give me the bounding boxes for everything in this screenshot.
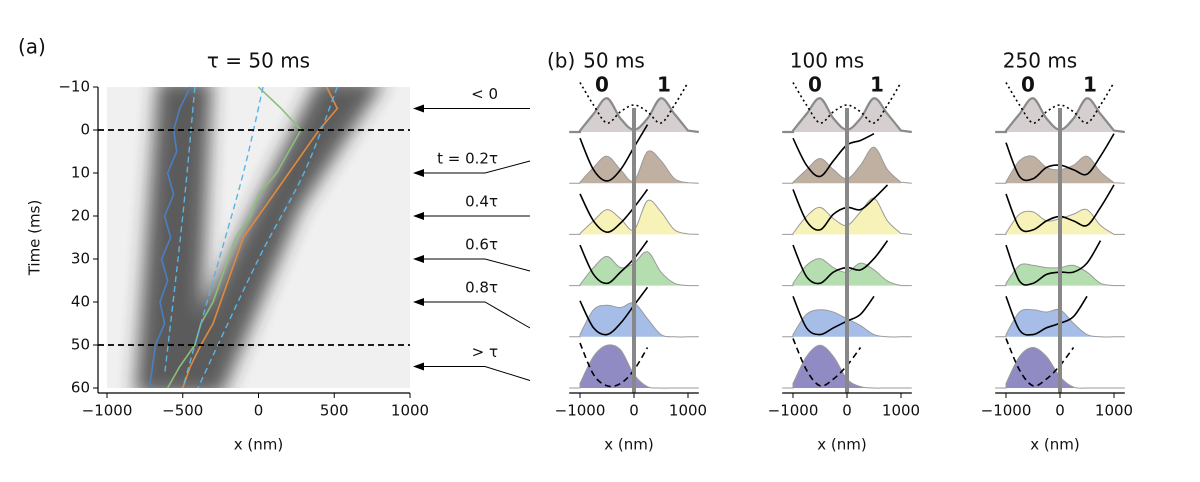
potential-curve bbox=[792, 132, 875, 178]
chart-title: τ = 50 ms bbox=[207, 49, 310, 73]
potential-curve bbox=[792, 295, 875, 336]
annotation-label: 0.4τ bbox=[465, 193, 498, 211]
arrow-head bbox=[413, 298, 424, 306]
arrow-head bbox=[413, 255, 424, 263]
x-tick-label: 0 bbox=[629, 402, 639, 420]
annotation-arrow bbox=[420, 160, 531, 174]
potential-curve bbox=[1005, 82, 1115, 124]
chart-title: 50 ms bbox=[583, 49, 645, 73]
arrow-head bbox=[413, 212, 424, 220]
arrow-head bbox=[413, 169, 424, 177]
panel-label: (a) bbox=[18, 35, 46, 59]
density-fill bbox=[569, 200, 699, 235]
x-tick-label: 1000 bbox=[391, 402, 429, 420]
y-tick-label: −10 bbox=[58, 78, 90, 96]
density-fill bbox=[569, 344, 699, 389]
density-fill bbox=[995, 347, 1125, 389]
trace bbox=[163, 86, 196, 376]
density-fill bbox=[995, 155, 1125, 184]
state-label: 0 bbox=[1021, 73, 1035, 97]
y-tick-label: 60 bbox=[71, 379, 90, 397]
x-axis-label: x (nm) bbox=[234, 436, 283, 454]
density-fill bbox=[782, 198, 912, 235]
x-tick-label: −1000 bbox=[555, 402, 606, 420]
x-axis-label: x (nm) bbox=[1030, 436, 1079, 454]
state-label: 0 bbox=[595, 73, 609, 97]
density-fill bbox=[569, 98, 699, 132]
density-heatmap bbox=[107, 87, 410, 388]
panel-label: (b) bbox=[547, 49, 575, 73]
y-tick-label: 20 bbox=[71, 207, 90, 225]
x-axis-label: x (nm) bbox=[604, 436, 653, 454]
y-axis-label: Time (ms) bbox=[26, 200, 44, 277]
annotation-arrow bbox=[420, 301, 531, 329]
y-tick-label: 10 bbox=[71, 164, 90, 182]
x-tick-label: 1000 bbox=[669, 402, 707, 420]
potential-curve bbox=[792, 240, 889, 285]
x-tick-label: −500 bbox=[162, 402, 203, 420]
state-label: 1 bbox=[657, 73, 671, 97]
x-tick-label: 1000 bbox=[882, 402, 920, 420]
y-tick-label: 50 bbox=[71, 336, 90, 354]
x-tick-label: −1000 bbox=[768, 402, 819, 420]
y-tick-label: 30 bbox=[71, 250, 90, 268]
trace bbox=[166, 86, 302, 389]
y-tick-label: 40 bbox=[71, 293, 90, 311]
potential-curve bbox=[1005, 240, 1102, 286]
annotation-label: < 0 bbox=[471, 85, 498, 103]
x-tick-label: −1000 bbox=[82, 402, 133, 420]
state-label: 1 bbox=[1083, 73, 1097, 97]
trace bbox=[148, 86, 192, 389]
potential-curve bbox=[792, 82, 902, 124]
density-fill bbox=[995, 98, 1125, 132]
annotation-label: > τ bbox=[472, 343, 498, 361]
x-tick-label: 0 bbox=[1055, 402, 1065, 420]
arrow-head bbox=[413, 362, 424, 371]
arrow-head bbox=[413, 104, 424, 113]
potential-curve bbox=[579, 342, 649, 388]
potential-curve bbox=[579, 82, 689, 124]
chart-title: 100 ms bbox=[790, 49, 864, 73]
x-tick-label: −1000 bbox=[981, 402, 1032, 420]
x-axis-label: x (nm) bbox=[817, 436, 866, 454]
state-label: 0 bbox=[808, 73, 822, 97]
annotation-label: 0.6τ bbox=[465, 236, 498, 254]
x-tick-label: 0 bbox=[842, 402, 852, 420]
trace bbox=[197, 86, 338, 389]
x-tick-label: 1000 bbox=[1095, 402, 1133, 420]
density-fill bbox=[782, 258, 912, 286]
potential-curve bbox=[1005, 295, 1088, 336]
trace bbox=[182, 86, 264, 389]
chart-title: 250 ms bbox=[1003, 49, 1077, 73]
annotation-label: t = 0.2τ bbox=[437, 150, 498, 168]
potential-curve bbox=[792, 184, 889, 231]
trace bbox=[181, 86, 339, 389]
annotation-label: 0.8τ bbox=[465, 279, 498, 297]
density-fill bbox=[782, 98, 912, 132]
x-tick-label: 500 bbox=[320, 402, 349, 420]
density-fill bbox=[782, 345, 912, 389]
x-tick-label: 0 bbox=[254, 402, 264, 420]
state-label: 1 bbox=[870, 73, 884, 97]
annotation-arrow bbox=[420, 366, 531, 381]
y-tick-label: 0 bbox=[80, 121, 90, 139]
annotation-arrow bbox=[420, 258, 531, 272]
